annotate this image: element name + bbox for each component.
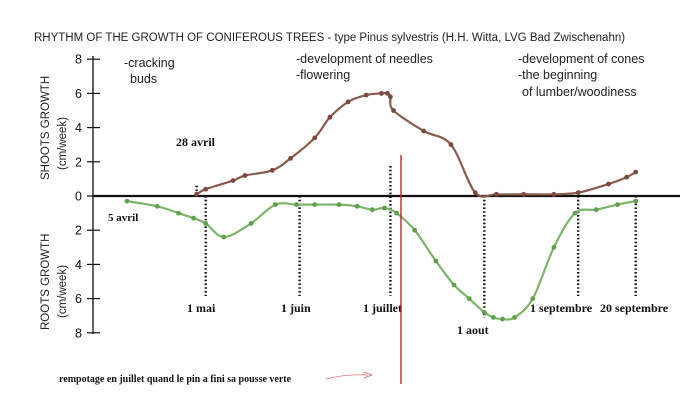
roots-point-2 xyxy=(176,210,181,216)
shoots-point-11 xyxy=(385,91,390,96)
y-tick-shoots-2-label: 2 xyxy=(75,155,82,169)
shoots-point-23 xyxy=(633,169,639,175)
phase-annotation-3-line-2: -the beginning xyxy=(518,68,597,82)
roots-point-25 xyxy=(572,210,578,216)
shoots-point-9 xyxy=(363,92,369,98)
y-tick-shoots-8-label: 8 xyxy=(75,53,82,67)
shoots-point-14 xyxy=(421,128,427,134)
phase-annotation-3-line-1: -development of cones xyxy=(518,52,644,66)
y-tick-shoots-4-label: 4 xyxy=(75,121,82,135)
date-label-28-avril: 28 avril xyxy=(176,135,216,149)
roots-point-22 xyxy=(512,315,517,320)
roots-point-26 xyxy=(593,207,599,213)
date-label-1-septembre: 1 septembre xyxy=(530,301,593,315)
shoots-point-4 xyxy=(269,167,275,173)
roots-point-7 xyxy=(273,202,278,208)
shoots-point-20 xyxy=(575,190,581,196)
roots-point-28 xyxy=(633,198,639,204)
shoots-point-17 xyxy=(494,191,499,197)
shoots-point-2 xyxy=(230,178,236,184)
roots-point-24 xyxy=(551,244,557,250)
y-tick-roots-6-label: 6 xyxy=(75,292,82,306)
shoots-point-5 xyxy=(288,156,293,161)
shoots-point-13 xyxy=(391,108,396,113)
repotting-note: rempotage en juillet quand le pin a fini… xyxy=(59,374,292,385)
roots-point-5 xyxy=(221,234,227,240)
roots-point-21 xyxy=(500,316,505,322)
phase-annotation-3-line-3: of lumber/woodiness xyxy=(522,85,637,99)
roots-point-19 xyxy=(481,309,487,315)
shoots-point-19 xyxy=(551,191,557,197)
roots-point-15 xyxy=(412,227,418,233)
shoots-point-18 xyxy=(521,191,527,197)
shoots-growth-line xyxy=(196,91,637,198)
date-label-20-septembre: 20 septembre xyxy=(600,301,669,315)
roots-axis-label: ROOTS GROWTH xyxy=(40,234,52,330)
note-arrow-head xyxy=(363,371,373,379)
shoots-point-16 xyxy=(472,190,478,196)
phase-annotation-1-line-2: buds xyxy=(130,72,157,86)
shoots-axis-unit: (cm/week) xyxy=(57,117,69,170)
roots-point-4 xyxy=(203,221,209,226)
y-tick-roots-4-label: 4 xyxy=(75,258,82,272)
shoots-point-10 xyxy=(379,91,384,96)
shoots-point-12 xyxy=(388,94,393,100)
note-arrow-line xyxy=(325,374,369,380)
phase-annotation-2-line-1: -development of needles xyxy=(296,52,433,66)
shoots-point-0 xyxy=(194,191,200,197)
y-tick-roots-8-label: 8 xyxy=(75,326,82,340)
date-label-1-juin: 1 juin xyxy=(281,301,311,315)
shoots-point-22 xyxy=(624,174,629,180)
roots-point-11 xyxy=(354,203,360,209)
roots-point-13 xyxy=(382,205,387,211)
roots-point-3 xyxy=(191,215,197,221)
shoots-axis-label: SHOOTS GROWTH xyxy=(40,76,52,180)
roots-point-17 xyxy=(451,282,457,288)
roots-point-16 xyxy=(433,258,439,264)
roots-point-1 xyxy=(154,203,160,209)
date-label-1-mai: 1 mai xyxy=(187,301,216,315)
phase-annotation-2-line-2: -flowering xyxy=(296,68,350,82)
date-label-5-avril: 5 avril xyxy=(108,212,138,224)
phase-annotation-1-line-1: -cracking xyxy=(124,56,175,70)
shoots-point-1 xyxy=(203,186,209,192)
y-tick-zero-label: 0 xyxy=(75,190,82,204)
roots-point-9 xyxy=(312,202,318,208)
y-tick-roots-2-label: 2 xyxy=(75,224,82,238)
roots-point-0 xyxy=(124,198,130,204)
roots-point-10 xyxy=(336,202,342,208)
roots-point-12 xyxy=(369,207,375,213)
date-label-1-juillet: 1 juillet xyxy=(363,301,402,315)
shoots-point-15 xyxy=(448,142,454,148)
shoots-point-7 xyxy=(327,114,333,120)
roots-point-18 xyxy=(466,296,472,301)
roots-point-14 xyxy=(394,210,399,216)
roots-point-6 xyxy=(248,221,254,226)
roots-point-27 xyxy=(615,202,620,208)
chart-title: RHYTHM OF THE GROWTH OF CONIFEROUS TREES… xyxy=(34,32,625,44)
roots-point-23 xyxy=(530,296,536,301)
y-tick-shoots-6-label: 6 xyxy=(75,87,82,101)
shoots-point-8 xyxy=(345,99,351,105)
shoots-point-3 xyxy=(242,173,248,178)
date-label-1-aout: 1 aout xyxy=(457,323,489,337)
roots-point-8 xyxy=(294,202,299,208)
roots-axis-unit: (cm/week) xyxy=(57,265,69,318)
shoots-point-21 xyxy=(606,181,611,187)
shoots-point-6 xyxy=(312,135,318,141)
roots-point-20 xyxy=(491,315,496,320)
